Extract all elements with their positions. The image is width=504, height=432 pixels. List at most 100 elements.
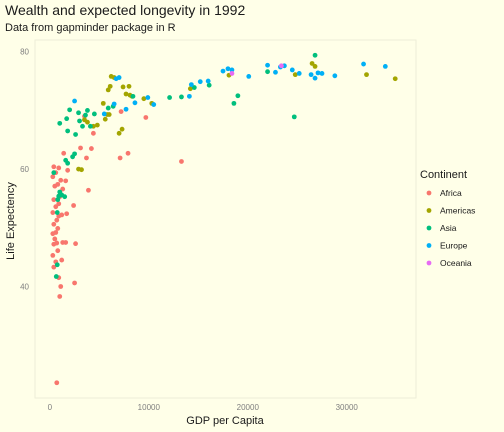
data-point-africa [55,181,61,187]
legend-label-asia: Asia [440,223,457,233]
data-point-americas [76,166,81,172]
data-point-oceania [279,63,284,69]
data-point-americas [108,73,114,79]
data-point-africa [125,150,131,156]
data-point-africa [65,167,71,173]
data-point-europe [273,69,278,75]
data-point-europe [151,102,157,107]
data-point-europe [265,62,270,68]
data-point-africa [63,178,69,184]
data-point-asia [265,69,270,75]
data-point-americas [309,61,315,66]
data-point-africa [84,155,89,161]
data-point-africa [73,241,78,247]
data-point-africa [71,203,76,208]
data-point-americas [292,72,298,78]
data-point-europe [145,95,151,100]
data-point-asia [76,110,81,116]
data-point-europe [111,101,117,107]
y-tick-label: 60 [20,165,29,174]
data-point-europe [315,70,321,76]
data-point-europe [308,72,314,78]
data-point-africa [56,165,62,171]
legend-title: Continent [420,169,467,181]
data-point-europe [101,111,107,117]
data-point-americas [116,130,122,136]
data-point-asia [54,210,60,215]
legend-label-oceania: Oceania [440,258,472,268]
x-axis-title: GDP per Capita [186,415,264,427]
data-point-africa [58,284,64,289]
x-tick-label: 20000 [237,403,260,412]
x-tick-label: 0 [48,403,53,412]
y-axis-title: Life Expectency [5,182,17,260]
data-point-americas [187,86,193,92]
data-point-africa [54,240,60,246]
data-point-oceania [229,71,235,76]
data-point-africa [117,155,123,161]
data-point-asia [72,151,77,157]
data-point-americas [392,76,398,82]
data-point-europe [332,73,338,79]
data-point-europe [197,79,203,85]
data-point-africa [51,197,57,203]
data-point-europe [246,73,252,79]
data-point-europe [186,93,192,99]
data-point-asia [130,93,136,99]
legend-label-africa: Africa [440,188,462,198]
data-point-africa [179,159,184,164]
data-point-asia [206,82,212,88]
y-axis: 40 60 80 [20,48,29,292]
legend-key-americas [426,208,432,213]
data-point-africa [57,294,63,299]
x-axis: 0 10000 20000 30000 [48,403,359,412]
legend-key-oceania [426,260,432,266]
data-point-americas [123,91,129,97]
plot-panel [34,39,417,399]
data-point-europe [225,66,231,72]
legend-key-asia [426,225,432,231]
data-point-asia [64,116,70,122]
data-point-americas [119,126,125,132]
data-point-africa [54,380,60,386]
data-point-asia [105,105,111,111]
legend: Africa Americas Asia Europe Oceania [426,188,475,268]
y-tick-label: 80 [20,48,29,57]
data-point-americas [107,83,113,89]
data-point-asia [231,100,237,106]
legend-key-europe [426,243,432,248]
y-tick-label: 40 [20,282,29,291]
data-point-americas [100,100,106,106]
data-point-africa [50,210,56,215]
data-point-europe [296,71,302,76]
data-point-europe [72,98,77,104]
data-point-africa [50,252,56,258]
data-point-asia [57,120,63,126]
data-point-africa [59,257,65,263]
chart-title: Wealth and expected longevity in 1992 [5,2,245,18]
data-point-africa [51,221,57,227]
data-point-africa [53,230,59,235]
data-point-europe [229,67,235,73]
data-point-asia [63,157,69,163]
data-point-africa [59,212,65,218]
data-point-asia [235,93,241,99]
data-point-europe [220,68,226,74]
data-point-africa [72,280,77,286]
data-point-asia [77,118,82,124]
data-point-africa [118,109,124,114]
data-point-africa [50,174,56,180]
data-point-asia [73,132,78,137]
data-point-africa [55,248,61,254]
data-point-asia [167,95,172,100]
data-point-africa [64,211,70,217]
data-point-africa [90,130,96,136]
data-point-europe [289,67,295,73]
data-point-europe [116,75,122,80]
data-point-europe [382,64,388,69]
data-point-asia [91,111,97,117]
x-tick-label: 30000 [336,403,359,412]
data-point-africa [51,264,57,270]
data-point-americas [364,72,369,78]
